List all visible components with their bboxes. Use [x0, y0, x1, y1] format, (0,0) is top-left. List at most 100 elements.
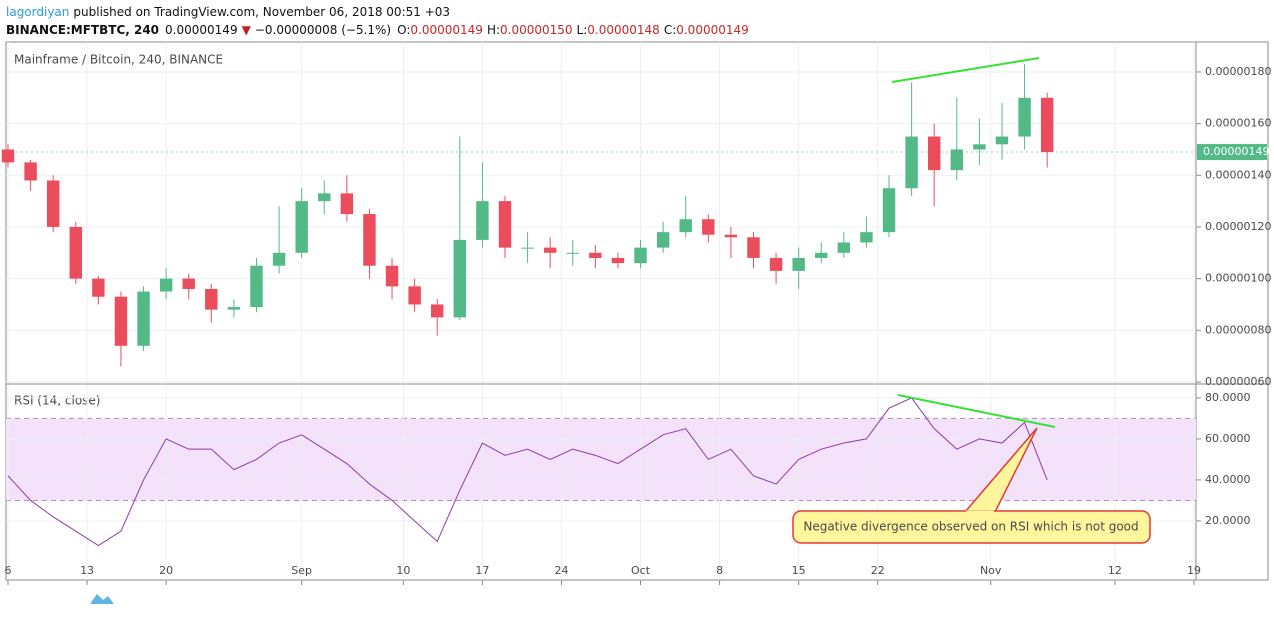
x-tick-label: 19 — [1187, 564, 1201, 577]
candle-body — [769, 257, 783, 271]
candle-body — [272, 252, 286, 266]
last-price-tag — [1197, 144, 1267, 161]
x-tick-label: 10 — [396, 564, 410, 577]
candle-body — [205, 288, 218, 310]
ohlc-label: O: — [397, 23, 410, 37]
pane-title: Mainframe / Bitcoin, 240, BINANCE — [14, 53, 223, 67]
candle-body — [995, 136, 1009, 145]
candle-body — [679, 219, 692, 233]
candle-body — [295, 201, 308, 253]
y-tick-label: 0.00000120 — [1205, 220, 1271, 233]
candle-body — [498, 201, 512, 248]
down-arrow: ▼ — [242, 23, 252, 37]
annotation: Negative divergence observed on RSI whic… — [803, 520, 1138, 534]
y-tick-label: 0.00000140 — [1205, 168, 1271, 181]
rsi-line — [7, 397, 1048, 547]
y-tick-label: 40.0000 — [1205, 473, 1251, 486]
y-tick-label: 80.0000 — [1205, 391, 1251, 404]
ohlc-label: H: — [487, 23, 500, 37]
y-tick-label: 0.00000080 — [1205, 323, 1271, 336]
candle-body — [318, 193, 331, 202]
x-tick-label: 24 — [554, 564, 568, 577]
x-tick-label: 6 — [5, 564, 12, 577]
x-tick-label: 20 — [159, 564, 173, 577]
candle-body — [69, 226, 82, 279]
candle-body — [250, 265, 263, 308]
candle-body — [159, 278, 173, 292]
candle-body — [1, 149, 15, 163]
candle-body — [747, 237, 760, 258]
candle-body — [724, 234, 738, 238]
candle-body — [905, 136, 918, 189]
x-tick-label: Oct — [631, 564, 651, 577]
y-tick-label: 0.00000160 — [1205, 117, 1271, 130]
candle-body — [24, 162, 37, 181]
candle-body — [431, 304, 444, 318]
x-tick-label: Nov — [980, 564, 1002, 577]
candle-body — [611, 257, 625, 264]
candle-body — [882, 188, 896, 233]
candle-body — [46, 180, 60, 227]
x-tick-label: 13 — [80, 564, 94, 577]
candle-body — [702, 219, 715, 235]
candle-body — [408, 286, 421, 305]
last-price-label: 0.00000149 — [1203, 145, 1269, 158]
candle-body — [521, 247, 534, 249]
candle-body — [566, 252, 579, 254]
candle-body — [92, 278, 105, 297]
ohlc-value: 0.00000148 — [587, 23, 660, 37]
candle-body — [589, 252, 602, 258]
author[interactable]: lagordiyan — [6, 5, 69, 19]
price: 0.00000149 — [165, 23, 238, 37]
candle-body — [227, 307, 241, 310]
y-tick-label: 0.00000100 — [1205, 272, 1271, 285]
ohlc-value: 0.00000150 — [500, 23, 573, 37]
candle-body — [363, 214, 376, 266]
candle-body — [1018, 97, 1031, 137]
rsi-trendline — [897, 394, 1056, 428]
ohlc-value: 0.00000149 — [410, 23, 483, 37]
candle-body — [543, 247, 557, 253]
candle-body — [634, 247, 647, 264]
candle-body — [137, 291, 150, 346]
y-tick-label: 20.0000 — [1205, 514, 1251, 527]
x-tick-label: 15 — [792, 564, 806, 577]
symbol: BINANCE:MFTBTC, 240 — [6, 23, 159, 37]
y-tick-label: 0.00000060 — [1205, 375, 1271, 388]
ohlc-label: L: — [577, 23, 588, 37]
candle-body — [1040, 97, 1054, 153]
marks — [1, 64, 1054, 547]
candle-body — [927, 136, 941, 171]
candle-body — [182, 278, 195, 289]
published: published on TradingView.com, November 0… — [73, 5, 450, 19]
candle-body — [973, 144, 986, 150]
candle-body — [656, 232, 670, 248]
candle-body — [860, 232, 873, 243]
candle-body — [815, 252, 828, 258]
header-line: lagordiyan published on TradingView.com, … — [6, 5, 450, 19]
change: −0.00000008 (−5.1%) — [255, 23, 391, 37]
candle-body — [837, 242, 851, 253]
candle-body — [340, 193, 354, 215]
ohlc-value: 0.00000149 — [676, 23, 749, 37]
candle-body — [385, 265, 399, 287]
x-tick-label: Sep — [291, 564, 312, 577]
x-tick-label: 22 — [871, 564, 885, 577]
x-tick-label: 17 — [475, 564, 489, 577]
price-trendline — [891, 57, 1040, 83]
candle-body — [792, 257, 805, 271]
x-tick-label: 8 — [716, 564, 723, 577]
candle-body — [476, 201, 489, 240]
frame — [5, 41, 1269, 581]
symbol-line: BINANCE:MFTBTC, 240 0.00000149 ▼ −0.0000000… — [6, 23, 749, 37]
candle-body — [114, 296, 128, 346]
candle-body — [950, 149, 964, 171]
y-tick-label: 60.0000 — [1205, 432, 1251, 445]
tv-logo — [90, 594, 114, 604]
ohlc-label: C: — [664, 23, 676, 37]
x-tick-label: 12 — [1108, 564, 1122, 577]
candle-body — [453, 239, 467, 318]
y-tick-label: 0.00000180 — [1205, 65, 1271, 78]
